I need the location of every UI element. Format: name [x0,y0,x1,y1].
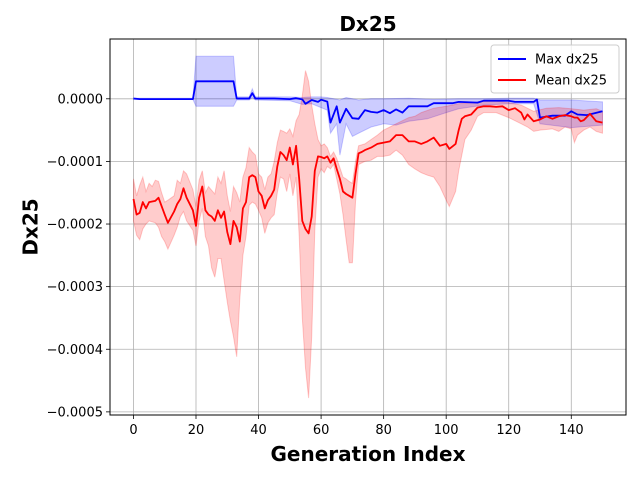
mean-dx25-band [133,70,603,399]
x-tick-label: 20 [188,423,205,438]
max-dx25-line [133,80,603,124]
max-dx25-band [133,55,603,156]
y-tick-label: −0.0005 [47,405,103,420]
x-tick-label: 40 [250,423,267,438]
mean-dx25-line [132,105,603,246]
y-tick-label: −0.0001 [47,155,103,170]
y-axis-label: Dx25 [19,198,43,255]
legend-label-max: Max dx25 [535,53,599,68]
grid [110,39,626,415]
x-tick-label: 0 [129,423,137,438]
confidence-bands [133,55,603,399]
x-tick-label: 140 [559,423,584,438]
chart-title: Dx25 [339,12,396,36]
x-axis-ticks: 0 20 40 60 80 100 120 140 [129,415,584,438]
x-tick-label: 80 [375,423,392,438]
x-tick-label: 100 [434,423,459,438]
plot-frame [109,38,627,416]
y-tick-label: −0.0002 [47,218,103,233]
legend-label-mean: Mean dx25 [535,74,607,89]
y-tick-label: 0.0000 [58,92,104,107]
y-tick-label: −0.0004 [47,343,103,358]
x-tick-label: 120 [496,423,521,438]
legend: Max dx25 Mean dx25 [490,44,620,94]
y-tick-label: −0.0003 [47,280,103,295]
series-lines [132,80,603,246]
y-axis-ticks: 0.0000 −0.0001 −0.0002 −0.0003 −0.0004 −0.000… [47,92,110,420]
x-tick-label: 60 [313,423,330,438]
x-axis-label: Generation Index [271,442,466,466]
